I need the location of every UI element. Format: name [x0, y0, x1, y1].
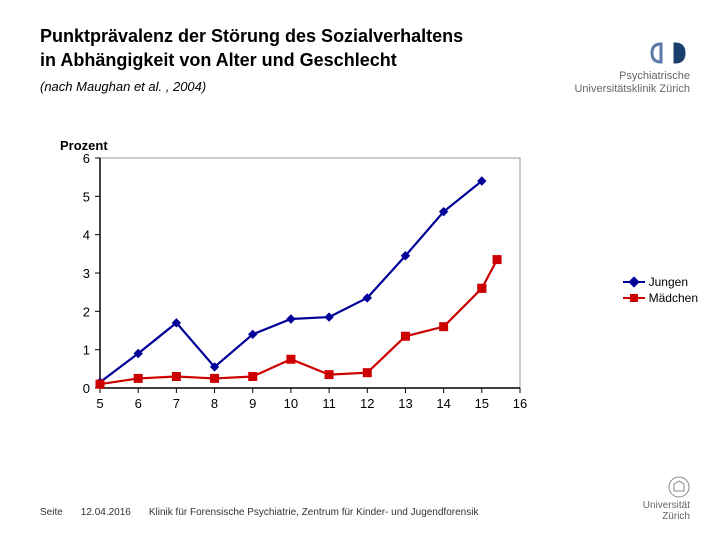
logo-top-line1: Psychiatrische [574, 70, 690, 83]
svg-text:12: 12 [360, 396, 374, 411]
svg-text:14: 14 [436, 396, 450, 411]
svg-text:16: 16 [513, 396, 527, 411]
svg-text:15: 15 [475, 396, 489, 411]
svg-text:5: 5 [96, 396, 103, 411]
legend-label: Mädchen [649, 291, 698, 305]
footer-seite: Seite [40, 507, 63, 518]
footer-org: Klinik für Forensische Psychiatrie, Zent… [149, 507, 479, 518]
legend-label: Jungen [649, 275, 688, 289]
logo-top: Psychiatrische Universitätsklinik Zürich [574, 40, 690, 96]
svg-text:5: 5 [83, 189, 90, 204]
svg-text:1: 1 [83, 343, 90, 358]
logo-bottom: Universität Zürich [643, 476, 690, 522]
svg-text:4: 4 [83, 228, 90, 243]
chart-svg: 01234565678910111213141516 [60, 140, 560, 430]
footer: Seite 12.04.2016 Klinik für Forensische … [40, 507, 690, 518]
svg-text:13: 13 [398, 396, 412, 411]
footer-date: 12.04.2016 [81, 507, 131, 518]
legend-item: Mädchen [623, 291, 698, 305]
svg-text:6: 6 [135, 396, 142, 411]
university-icon [668, 476, 690, 498]
logo-top-line2: Universitätsklinik Zürich [574, 83, 690, 96]
legend-item: Jungen [623, 275, 698, 289]
svg-text:10: 10 [284, 396, 298, 411]
logo-bottom-line1: Universität [643, 500, 690, 511]
svg-text:8: 8 [211, 396, 218, 411]
svg-text:7: 7 [173, 396, 180, 411]
title-line2: in Abhängigkeit von Alter und Geschlecht [40, 50, 397, 70]
svg-text:6: 6 [83, 151, 90, 166]
legend: Jungen Mädchen [623, 275, 698, 307]
svg-text:2: 2 [83, 304, 90, 319]
svg-text:9: 9 [249, 396, 256, 411]
svg-text:0: 0 [83, 381, 90, 396]
brand-icon [646, 40, 690, 66]
chart: 01234565678910111213141516 [60, 140, 670, 430]
title-line1: Punktprävalenz der Störung des Sozialver… [40, 26, 463, 46]
svg-text:11: 11 [322, 396, 336, 411]
logo-bottom-line2: Zürich [643, 511, 690, 522]
svg-text:3: 3 [83, 266, 90, 281]
